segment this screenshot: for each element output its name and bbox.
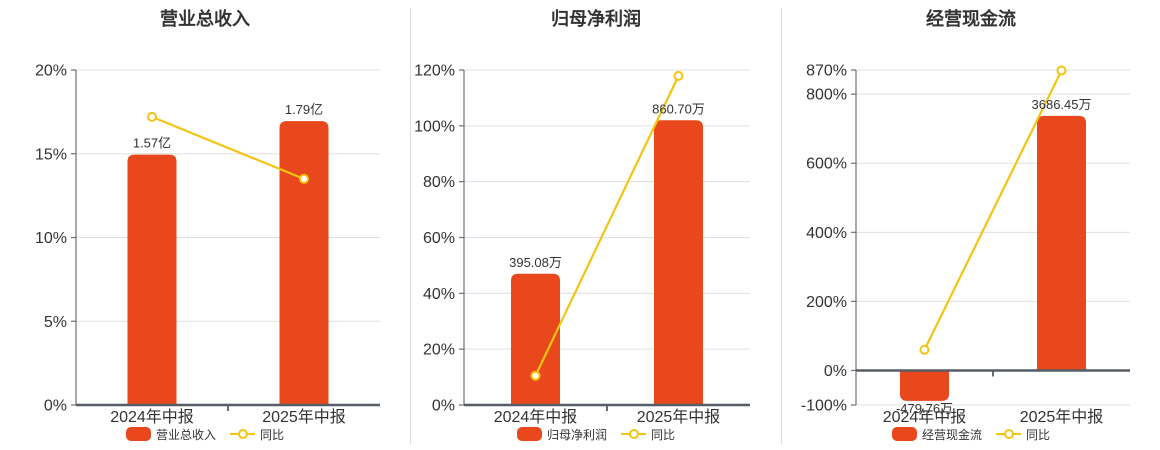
category-label: 2025年中报 — [262, 408, 346, 426]
line-marker[interactable] — [919, 344, 930, 355]
y-tick-label: 0% — [824, 363, 847, 380]
y-tick-label: 870% — [806, 63, 847, 80]
legend-item-revenue-yoy[interactable]: 同比 — [230, 426, 284, 443]
y-tick-label: 0% — [432, 398, 455, 415]
y-tick-label: 80% — [423, 174, 455, 191]
line-marker-icon — [621, 429, 646, 440]
value-label: 3686.45万 — [1032, 97, 1092, 112]
value-label: 860.70万 — [652, 101, 705, 116]
legend-label: 同比 — [651, 427, 676, 442]
y-tick-label: 20% — [35, 63, 67, 80]
bar[interactable] — [654, 120, 703, 405]
legend-item-cash-flow-yoy[interactable]: 同比 — [996, 426, 1050, 443]
category-label: 2025年中报 — [637, 408, 721, 426]
value-label: 1.79亿 — [285, 102, 323, 117]
y-tick-label: 10% — [35, 230, 67, 247]
category-label: 2024年中报 — [494, 408, 578, 426]
trend-line — [534, 74, 680, 377]
bar[interactable] — [1037, 115, 1086, 371]
category-label: 2024年中报 — [110, 408, 194, 426]
trend-line — [923, 69, 1063, 351]
y-tick-label: 60% — [423, 230, 455, 247]
line-marker[interactable] — [1056, 65, 1067, 76]
bar[interactable] — [127, 154, 177, 405]
legend-item-cash-flow-bar[interactable]: 经营现金流 — [891, 426, 982, 443]
line-marker[interactable] — [673, 70, 684, 81]
legend-item-net-profit-bar[interactable]: 归母净利润 — [516, 426, 607, 443]
plot-area-0: 0% 5% 10% 15% 20% 1.57亿 1.79亿 2024年中报 2025年中报 — [35, 63, 380, 426]
value-label: 1.57亿 — [133, 136, 171, 151]
line-marker-icon — [230, 429, 255, 440]
legend-item-revenue-bar[interactable]: 营业总收入 — [125, 426, 216, 443]
line-marker[interactable] — [147, 111, 157, 122]
legend-label: 营业总收入 — [155, 427, 216, 442]
panel-divider — [410, 8, 411, 444]
panel-divider — [781, 8, 782, 444]
y-tick-label: 400% — [806, 225, 847, 242]
y-tick-label: 200% — [806, 294, 847, 311]
line-marker-icon — [996, 429, 1021, 440]
y-tick-label: 600% — [806, 156, 847, 173]
bar-swatch-icon — [125, 427, 151, 441]
bar-swatch-icon — [516, 427, 542, 441]
plot-area-2: -100% 0% 200% 400% 600% 800% 870% -479.76万 3686.… — [801, 63, 1130, 426]
legend-cash-flow: 经营现金流 同比 — [782, 425, 1160, 443]
bar[interactable] — [900, 370, 949, 401]
line-marker[interactable] — [299, 173, 309, 184]
chart-title-revenue: 营业总收入 — [160, 9, 250, 29]
y-tick-label: 0% — [44, 398, 67, 415]
trend-line — [150, 115, 306, 180]
legend-revenue: 营业总收入 同比 — [0, 425, 410, 443]
value-label: 395.08万 — [509, 255, 562, 270]
y-tick-label: -100% — [801, 398, 847, 415]
legend-net-profit: 归母净利润 同比 — [411, 425, 781, 443]
y-tick-label: 20% — [423, 342, 455, 359]
category-label: 2024年中报 — [883, 408, 967, 426]
value-label: -479.76万 — [896, 401, 953, 416]
y-tick-label: 100% — [414, 118, 455, 135]
y-tick-label: 120% — [414, 63, 455, 80]
bar[interactable] — [279, 121, 329, 406]
chart-title-net-profit: 归母净利润 — [551, 9, 641, 29]
legend-label: 归母净利润 — [546, 427, 607, 442]
category-label: 2025年中报 — [1020, 408, 1104, 426]
y-tick-label: 15% — [35, 146, 67, 163]
legend-label: 同比 — [260, 427, 285, 442]
bar[interactable] — [511, 273, 560, 405]
chart-title-cash-flow: 经营现金流 — [926, 9, 1016, 29]
y-tick-label: 800% — [806, 87, 847, 104]
legend-label: 经营现金流 — [921, 427, 982, 442]
line-marker[interactable] — [530, 370, 541, 381]
bar-swatch-icon — [891, 427, 917, 441]
plot-area-1: 0% 20% 40% 60% 80% 100% 120% 395.08万 860.70万 2024… — [414, 63, 750, 426]
legend-label: 同比 — [1026, 427, 1051, 442]
legend-item-net-profit-yoy[interactable]: 同比 — [621, 426, 675, 443]
y-tick-label: 40% — [423, 286, 455, 303]
y-tick-label: 5% — [44, 314, 67, 331]
